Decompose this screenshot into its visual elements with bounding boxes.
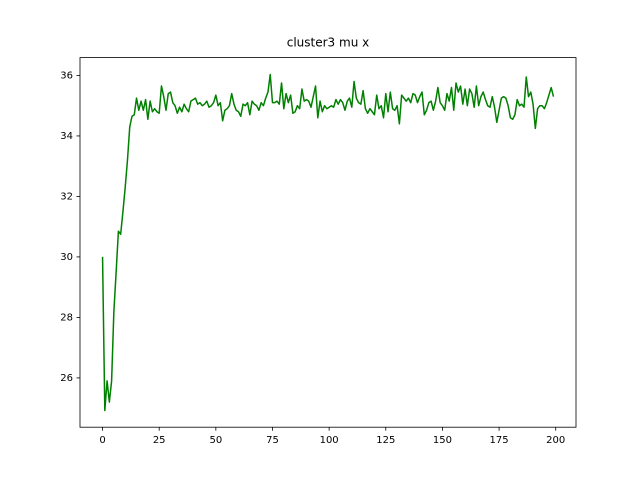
x-tick-label: 125 bbox=[376, 435, 395, 446]
y-tick-label: 28 bbox=[60, 312, 73, 323]
chart-title: cluster3 mu x bbox=[287, 36, 369, 50]
data-line bbox=[101, 73, 555, 412]
y-tick-label: 34 bbox=[60, 131, 73, 142]
x-tick-label: 25 bbox=[153, 435, 166, 446]
y-tick-label: 36 bbox=[60, 70, 73, 81]
y-tick-label: 30 bbox=[60, 252, 73, 263]
x-tick-label: 175 bbox=[490, 435, 509, 446]
x-tick-label: 0 bbox=[99, 435, 105, 446]
x-tick-label: 100 bbox=[320, 435, 339, 446]
y-tick-label: 26 bbox=[60, 373, 73, 384]
y-tick-label: 32 bbox=[60, 191, 73, 202]
x-tick-label: 50 bbox=[209, 435, 222, 446]
x-tick-label: 150 bbox=[433, 435, 452, 446]
x-tick-label: 200 bbox=[546, 435, 565, 446]
axes-frame bbox=[79, 57, 577, 428]
x-tick-label: 75 bbox=[266, 435, 279, 446]
